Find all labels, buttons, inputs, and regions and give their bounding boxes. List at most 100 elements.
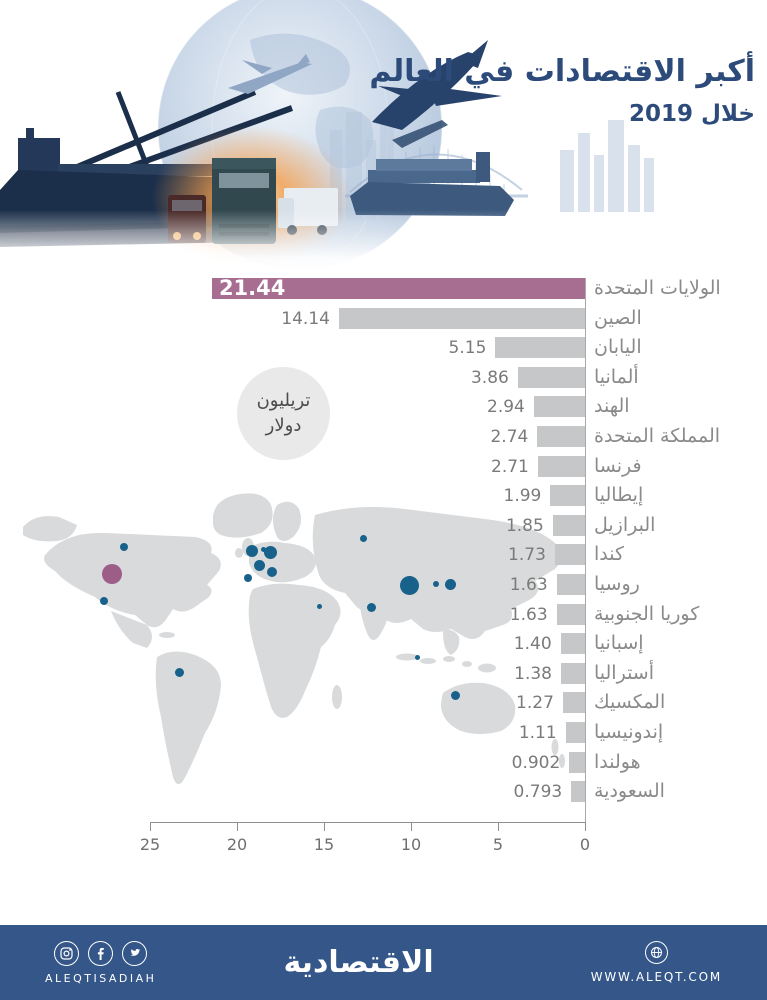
bar-value: 5.15 — [448, 338, 487, 359]
bar-row: 0.902 هولندا — [0, 749, 767, 779]
bar — [556, 574, 585, 595]
bar-row: 1.38 أستراليا — [0, 660, 767, 690]
axis-tick — [237, 822, 238, 831]
map-dot-japan — [444, 578, 456, 590]
bar-label: الصين — [594, 306, 642, 329]
bar-row: 3.86 ألمانيا — [0, 364, 767, 394]
bar-value: 0.793 — [513, 782, 563, 803]
bar — [561, 662, 585, 684]
footer-social-block: ALEQTISADIAH — [45, 940, 157, 985]
bar-value: 1.99 — [503, 486, 542, 507]
bar-row: 2.74 المملكة المتحدة — [0, 423, 767, 453]
bar-row: 1.63 روسيا — [0, 571, 767, 601]
bar — [571, 781, 585, 803]
bar-label: روسيا — [594, 573, 640, 595]
bar-value: 1.63 — [509, 575, 548, 595]
bar — [495, 337, 585, 359]
bar-value: 0.902 — [511, 752, 561, 773]
axis-tick-label: 5 — [492, 835, 504, 854]
bar — [339, 307, 585, 329]
bar-label: البرازيل — [594, 513, 656, 536]
map-dot-saudi-arabia — [316, 603, 322, 609]
map-dot-spain — [244, 574, 252, 582]
axis-tick — [411, 822, 412, 831]
bar-row: 5.15 اليابان — [0, 334, 767, 364]
bar-row: 0.793 السعودية — [0, 778, 767, 808]
map-dot-united-kingdom — [246, 545, 258, 557]
bar-label: إسبانيا — [594, 632, 644, 655]
bar — [565, 722, 585, 743]
title-block: أكبر الاقتصادات في العالم خلال 2019 — [369, 52, 755, 127]
bar-label: المملكة المتحدة — [594, 425, 721, 447]
bar — [556, 603, 585, 625]
page-title: أكبر الاقتصادات في العالم — [369, 54, 755, 89]
hero-collage-graphic — [0, 0, 767, 275]
bar-value: 1.85 — [505, 515, 544, 536]
bar — [569, 751, 585, 773]
bar-row: 2.94 الهند — [0, 393, 767, 423]
bar — [537, 426, 585, 447]
bar-value: 2.94 — [487, 397, 525, 418]
bar-label: إيطاليا — [594, 484, 644, 507]
bar-label: إندونيسيا — [594, 721, 664, 743]
unit-badge: تريليون دولار — [237, 367, 330, 460]
bar-row: 1.40 إسبانيا — [0, 630, 767, 660]
map-dot-south-korea — [433, 581, 439, 587]
map-dot-china — [399, 575, 419, 595]
bar-value: 1.27 — [516, 693, 554, 714]
bar-value: 14.14 — [281, 308, 330, 329]
social-icons-row — [45, 940, 156, 966]
twitter-icon[interactable] — [122, 940, 148, 966]
bar-label: الهند — [594, 395, 630, 418]
bar-label: السعودية — [594, 780, 665, 803]
axis-tick-label: 15 — [313, 835, 335, 854]
instagram-icon[interactable] — [54, 940, 80, 966]
bar — [533, 396, 585, 418]
bar-label: ألمانيا — [594, 365, 639, 388]
axis-tick-label: 25 — [139, 835, 161, 854]
bar — [537, 455, 585, 477]
map-dot-india — [366, 602, 376, 612]
x-axis-line — [150, 822, 586, 823]
bar-value: 1.38 — [514, 663, 552, 684]
axis-tick — [324, 822, 325, 831]
axis-tick — [585, 822, 586, 831]
facebook-icon[interactable] — [88, 940, 114, 966]
axis-tick-label: 0 — [579, 835, 591, 854]
bar-label: كندا — [594, 543, 625, 566]
social-handle: ALEQTISADIAH — [45, 971, 157, 985]
bar-label: فرنسا — [594, 454, 642, 477]
bar-row: 1.73 كندا — [0, 541, 767, 571]
map-dot-indonesia — [414, 654, 420, 660]
map-dot-netherlands — [260, 546, 266, 552]
bar-row: 1.85 البرازيل — [0, 512, 767, 542]
map-dot-united-states — [102, 564, 122, 584]
map-dot-canada — [120, 543, 128, 551]
axis-tick-label: 10 — [400, 835, 422, 854]
unit-badge-line1: تريليون — [256, 390, 311, 412]
bar-row: 1.11 إندونيسيا — [0, 719, 767, 749]
bar-value: 2.71 — [491, 456, 529, 477]
bar-row: 14.14 الصين — [0, 305, 767, 335]
bar-value: 1.40 — [513, 634, 552, 655]
bar-value: 1.63 — [509, 604, 548, 625]
map-dot-italy — [267, 567, 277, 577]
bar — [517, 366, 585, 388]
bar — [211, 278, 585, 299]
bar-label: الولايات المتحدة — [594, 277, 721, 299]
bar-label: هولندا — [594, 750, 641, 773]
footer-bar: ALEQTISADIAH الاقتصادية WWW.ALEQT.COM — [0, 925, 767, 1000]
map-dot-mexico — [100, 597, 108, 605]
bar — [560, 633, 585, 655]
bar-value: 1.11 — [518, 723, 557, 743]
bar — [562, 692, 585, 714]
footer-website-block: WWW.ALEQT.COM — [591, 941, 722, 984]
website-url[interactable]: WWW.ALEQT.COM — [590, 970, 722, 984]
bar-label: كوريا الجنوبية — [594, 602, 700, 625]
page-subtitle: خلال 2019 — [628, 101, 755, 127]
bar-row: 1.99 إيطاليا — [0, 482, 767, 512]
brand-logo: الاقتصادية — [283, 945, 434, 980]
bar-value: 3.86 — [470, 367, 509, 388]
economies-bar-chart: 21.44 الولايات المتحدة 14.14 الصين 5.15 الياب… — [0, 275, 767, 875]
